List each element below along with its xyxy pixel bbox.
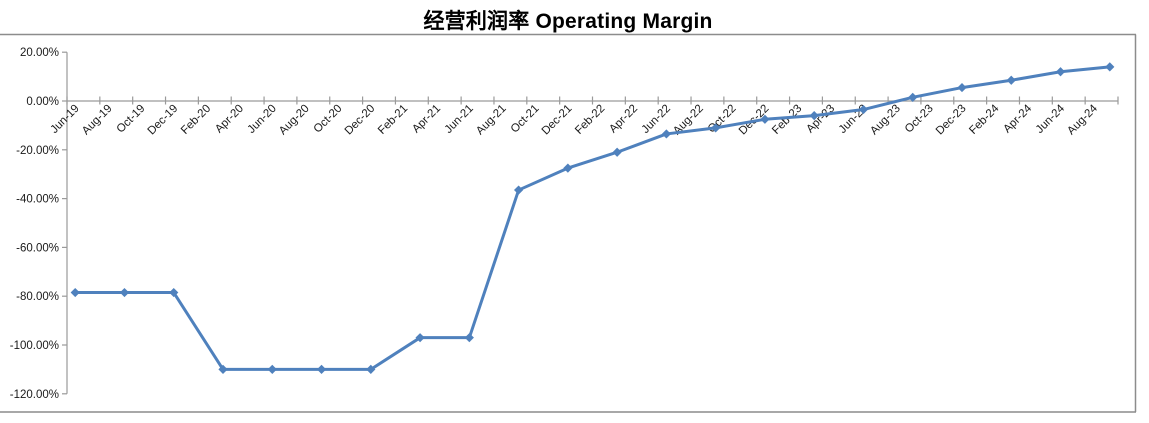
x-axis-tick-label: Jun-21 — [443, 103, 476, 136]
data-point-marker — [563, 163, 573, 173]
x-axis-tick-label: Dec-21 — [540, 103, 575, 138]
x-axis-tick-label: Feb-24 — [967, 102, 1002, 137]
data-point-marker — [267, 364, 277, 374]
x-axis-tick-label: Apr-22 — [607, 103, 640, 136]
y-axis-tick-label: 20.00% — [20, 47, 59, 59]
data-point-marker — [218, 364, 228, 374]
x-axis-tick-label: Apr-23 — [804, 103, 837, 136]
y-axis-tick-label: -20.00% — [16, 145, 59, 157]
x-axis-tick-label: Dec-23 — [934, 103, 969, 138]
data-point-marker — [119, 287, 130, 298]
data-point-marker — [169, 287, 179, 298]
x-axis-tick-label: Feb-21 — [376, 103, 410, 137]
x-axis-tick-label: Aug-24 — [1065, 102, 1100, 137]
x-axis-tick-label: Oct-23 — [903, 103, 936, 136]
data-point-marker — [809, 111, 819, 121]
data-point-marker — [661, 129, 671, 139]
data-point-marker — [1055, 67, 1066, 77]
x-axis-tick-label: Oct-22 — [706, 103, 739, 136]
x-axis-tick-label: Aug-19 — [80, 103, 115, 138]
y-axis-tick-label: -100.00% — [10, 340, 59, 352]
data-point-marker — [464, 333, 474, 343]
x-axis-tick-label: Apr-20 — [213, 103, 246, 136]
x-axis-tick-label: Feb-22 — [573, 103, 607, 137]
data-point-marker — [858, 104, 869, 115]
data-point-marker — [612, 147, 622, 157]
data-point-marker — [1105, 62, 1115, 72]
x-axis-tick-label: Apr-21 — [410, 103, 443, 136]
chart-title: 经营利润率 Operating Margin — [423, 10, 713, 33]
x-axis-tick-label: Dec-20 — [343, 103, 378, 138]
x-axis-tick-label: Oct-21 — [509, 103, 542, 136]
operating-margin-line — [73, 65, 1112, 371]
data-point-marker — [316, 364, 327, 374]
data-point-marker — [760, 114, 770, 124]
x-axis-tick-label: Apr-24 — [1001, 102, 1034, 135]
data-point-marker — [1006, 75, 1016, 85]
x-axis-tick-label: Oct-20 — [312, 103, 345, 136]
data-point-marker — [711, 123, 721, 133]
x-axis-tick-label: Jun-20 — [246, 103, 279, 136]
data-point-marker — [70, 287, 80, 298]
data-point-marker — [514, 185, 524, 195]
x-axis-tick-label: Dec-19 — [146, 103, 181, 138]
y-axis-tick-label: -60.00% — [16, 242, 59, 254]
y-axis-tick-label: 0.00% — [26, 96, 59, 108]
y-axis-tick-label: -40.00% — [16, 194, 59, 206]
x-axis-tick-label: Feb-20 — [179, 103, 213, 137]
y-axis-tick-label: -80.00% — [16, 291, 59, 303]
x-axis-tick-label: Jun-24 — [1034, 102, 1068, 136]
data-point-marker — [908, 92, 918, 102]
y-axis-tick-label: -120.00% — [10, 389, 59, 401]
x-axis-tick-label: Aug-21 — [474, 103, 509, 138]
x-axis-tick-label: Oct-19 — [115, 103, 148, 136]
data-point-marker — [366, 364, 376, 374]
data-point-marker — [957, 82, 967, 93]
data-point-marker — [415, 333, 425, 343]
x-axis-tick-label: Aug-20 — [277, 103, 312, 138]
